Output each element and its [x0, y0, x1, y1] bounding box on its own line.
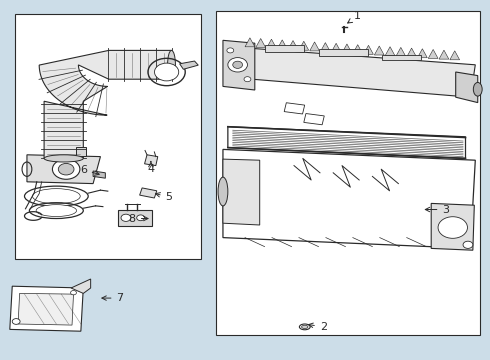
Polygon shape	[223, 159, 260, 225]
Polygon shape	[228, 127, 466, 158]
Circle shape	[154, 63, 179, 81]
Circle shape	[58, 163, 74, 175]
Ellipse shape	[44, 155, 83, 162]
Polygon shape	[256, 39, 266, 48]
Circle shape	[244, 77, 251, 82]
Ellipse shape	[36, 204, 76, 216]
Circle shape	[12, 319, 20, 324]
Polygon shape	[223, 40, 255, 90]
Bar	[318, 49, 368, 56]
Polygon shape	[299, 41, 309, 50]
Polygon shape	[450, 51, 460, 60]
Circle shape	[71, 291, 76, 295]
Polygon shape	[18, 293, 74, 325]
Polygon shape	[71, 279, 91, 293]
Ellipse shape	[299, 324, 310, 330]
Polygon shape	[93, 171, 105, 178]
Circle shape	[121, 214, 131, 221]
Polygon shape	[320, 42, 330, 51]
Polygon shape	[396, 48, 406, 57]
Text: 8: 8	[129, 213, 148, 224]
Polygon shape	[288, 41, 298, 50]
Ellipse shape	[301, 325, 308, 328]
Polygon shape	[310, 42, 319, 51]
Circle shape	[438, 217, 467, 238]
Polygon shape	[267, 39, 276, 48]
Polygon shape	[277, 40, 287, 49]
Circle shape	[233, 61, 243, 68]
Polygon shape	[439, 50, 449, 59]
Polygon shape	[245, 38, 255, 47]
Circle shape	[463, 241, 473, 248]
Polygon shape	[417, 49, 427, 58]
Polygon shape	[353, 45, 363, 54]
Bar	[304, 113, 324, 125]
Polygon shape	[39, 50, 172, 158]
Polygon shape	[118, 210, 152, 226]
Polygon shape	[407, 48, 416, 57]
Polygon shape	[145, 155, 158, 166]
Polygon shape	[342, 44, 352, 53]
Polygon shape	[431, 203, 474, 250]
Ellipse shape	[473, 82, 482, 96]
Polygon shape	[374, 46, 384, 55]
Polygon shape	[10, 286, 83, 331]
Bar	[284, 103, 305, 114]
Polygon shape	[428, 49, 438, 58]
Bar	[265, 45, 304, 52]
Text: 6: 6	[80, 165, 99, 175]
Text: 5: 5	[156, 192, 172, 202]
Text: 2: 2	[309, 322, 327, 332]
Text: 1: 1	[348, 11, 361, 23]
Polygon shape	[456, 72, 478, 103]
Polygon shape	[76, 147, 86, 156]
Polygon shape	[223, 149, 475, 248]
Text: 4: 4	[147, 161, 154, 174]
Circle shape	[137, 215, 145, 221]
Polygon shape	[180, 61, 198, 69]
Polygon shape	[140, 188, 157, 198]
Circle shape	[228, 58, 247, 72]
Polygon shape	[364, 45, 373, 54]
Bar	[216, 11, 480, 335]
Polygon shape	[27, 155, 100, 184]
Text: 3: 3	[425, 204, 449, 215]
Ellipse shape	[32, 189, 80, 204]
Polygon shape	[385, 47, 395, 56]
Circle shape	[52, 159, 80, 179]
Ellipse shape	[218, 177, 228, 206]
Circle shape	[227, 48, 234, 53]
Polygon shape	[331, 43, 341, 52]
Bar	[382, 55, 421, 60]
Bar	[15, 14, 201, 259]
Text: 7: 7	[102, 293, 123, 303]
Polygon shape	[230, 47, 475, 97]
Ellipse shape	[168, 50, 175, 79]
